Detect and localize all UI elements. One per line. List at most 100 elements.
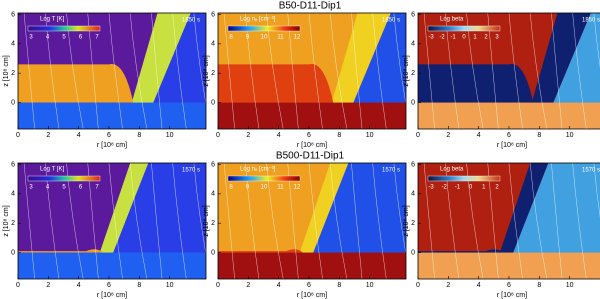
field-line <box>287 163 299 279</box>
frame <box>217 12 407 130</box>
colorbar-tick-label: 11 <box>277 185 284 191</box>
x-tick-label: 10 <box>366 132 374 139</box>
shock-slab <box>524 13 591 129</box>
field-line <box>593 163 600 218</box>
y-axis-label: z [10⁸ cm] <box>403 205 410 236</box>
field-line <box>266 13 284 129</box>
y-tick-label: 4 <box>11 191 15 198</box>
field-line <box>223 13 235 129</box>
x-tick-label: 6 <box>307 132 311 139</box>
field-line <box>372 13 387 129</box>
colorbar-tick-label: 6 <box>79 185 83 191</box>
time-label: 1850 s <box>382 18 400 24</box>
field-line <box>308 163 323 279</box>
field-line <box>129 163 148 279</box>
panel: Log T [K] 3 4 5 6 7 1850 s 0 2 4 6 8 10 0 2 4 6 r [10⁸ cm… <box>3 11 207 149</box>
x-tick-label: 2 <box>446 132 450 139</box>
colorbar-tick-label: 12 <box>294 185 301 191</box>
colorbar-tick-label: 10 <box>261 35 268 41</box>
field-line <box>529 163 548 279</box>
colorbar-tick-label: 2 <box>484 35 488 41</box>
dense-layer <box>418 63 534 103</box>
frame <box>417 162 600 280</box>
shock-slab <box>124 13 191 129</box>
y-tick-label: 4 <box>11 41 15 48</box>
x-tick-label: 0 <box>16 282 20 289</box>
y-tick-label: 6 <box>11 11 15 18</box>
panel: Log nₑ [cm⁻³] 8 9 10 11 12 1850 s 0 2 4 6 8 10 0 2 4 6 r … <box>203 11 407 149</box>
x-tick-label: 4 <box>277 282 281 289</box>
y-axis-label: z [10⁸ cm] <box>203 205 210 236</box>
x-axis-label: r [10⁸ cm] <box>297 142 327 149</box>
y-tick-label: 2 <box>11 220 15 227</box>
colorbar-tick-label: 7 <box>95 185 99 191</box>
frame <box>17 162 207 280</box>
field-line <box>129 13 148 129</box>
field-line <box>423 163 435 279</box>
field-line <box>223 163 235 279</box>
frame <box>17 12 207 130</box>
shock-slab <box>324 13 391 129</box>
field-line <box>45 13 60 129</box>
colorbar-tick-label: 3 <box>29 35 33 41</box>
field-line <box>329 163 348 279</box>
x-tick-label: 8 <box>337 282 341 289</box>
x-tick-label: 10 <box>566 282 574 289</box>
field-line <box>193 13 206 106</box>
colorbar <box>27 175 101 182</box>
x-axis-label: r [10⁸ cm] <box>97 292 127 299</box>
colorbar-tick-label: 9 <box>246 35 250 41</box>
x-tick-label: 8 <box>337 132 341 139</box>
colorbar-tick-label: 10 <box>261 185 268 191</box>
colorbar-tick-label: 3 <box>495 35 499 41</box>
colorbar-tick-label: 5 <box>62 185 66 191</box>
y-axis-label: z [10⁸ cm] <box>203 55 210 86</box>
y-tick-label: 2 <box>411 70 415 77</box>
x-axis-label: r [10⁸ cm] <box>297 292 327 299</box>
field-line <box>108 163 123 279</box>
row-title: B500-D11-Dip1 <box>276 151 345 162</box>
colorbar-tick-label: -1 <box>455 185 461 191</box>
corona <box>342 13 406 129</box>
field-line <box>151 13 163 129</box>
x-axis-label: r [10⁸ cm] <box>497 142 527 149</box>
colorbar-label: Log T [K] <box>40 167 64 173</box>
frame <box>217 162 407 280</box>
x-tick-label: 6 <box>307 282 311 289</box>
y-tick-label: 0 <box>211 249 215 256</box>
y-tick-label: 0 <box>11 249 15 256</box>
field-line <box>266 163 284 279</box>
y-tick-label: 6 <box>211 161 215 168</box>
field-line <box>66 13 84 129</box>
field-line <box>193 163 206 256</box>
y-tick-label: 6 <box>11 161 15 168</box>
colorbar-tick-label: -1 <box>450 35 456 41</box>
colorbar-label: Log T [K] <box>40 17 64 23</box>
field-line <box>466 163 484 279</box>
field-line <box>23 13 35 129</box>
dense-layer <box>218 249 303 253</box>
colorbar-tick-label: 4 <box>46 185 50 191</box>
field-line <box>172 163 187 279</box>
panel-image <box>418 163 600 279</box>
corona <box>542 13 600 129</box>
x-tick-label: 6 <box>507 282 511 289</box>
colorbar <box>427 175 501 182</box>
x-tick-label: 6 <box>107 282 111 289</box>
colorbar-tick-label: 1 <box>473 35 477 41</box>
field-line <box>351 163 363 279</box>
colorbar-tick-label: -3 <box>428 35 434 41</box>
field-line <box>172 13 187 129</box>
colorbar-tick-label: 2 <box>495 185 499 191</box>
field-line <box>245 13 260 129</box>
colorbar-tick-label: 9 <box>246 185 250 191</box>
colorbar-tick-label: 8 <box>229 185 233 191</box>
y-tick-label: 2 <box>411 220 415 227</box>
y-tick-label: 0 <box>411 99 415 106</box>
corona <box>102 163 206 279</box>
panel-image <box>218 13 406 129</box>
colorbar-tick-label: -2 <box>442 185 448 191</box>
field-line <box>423 13 435 129</box>
x-tick-label: 6 <box>107 132 111 139</box>
